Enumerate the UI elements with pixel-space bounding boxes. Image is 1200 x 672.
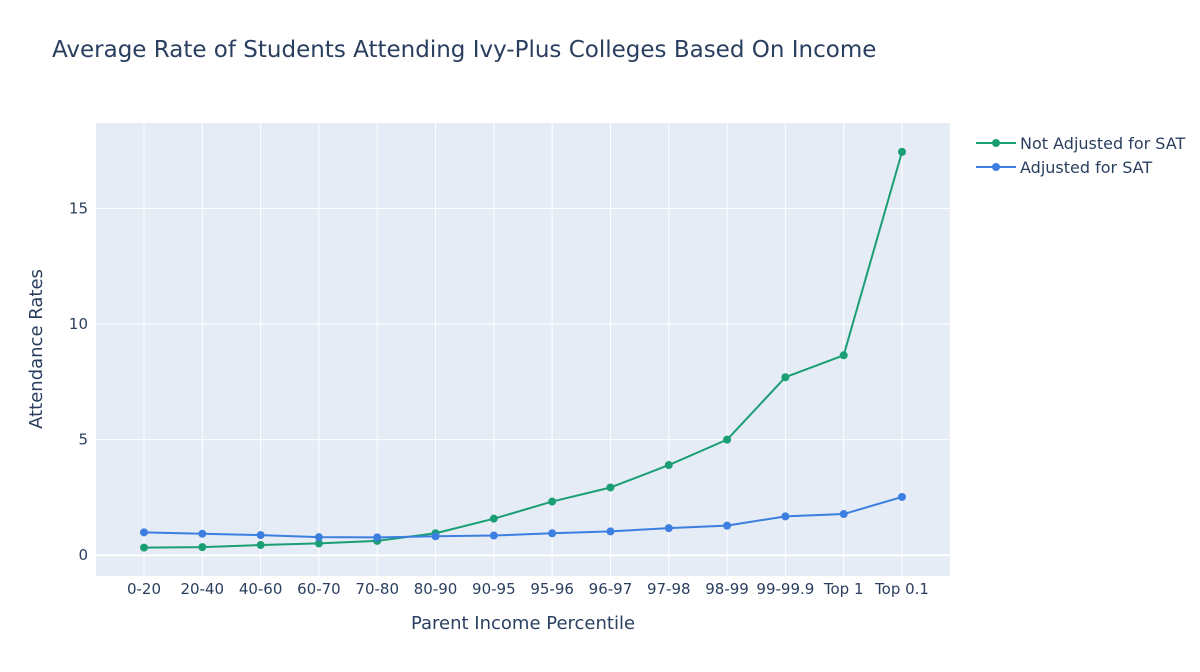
y-tick-label: 5: [78, 431, 88, 449]
x-tick-label: 96-97: [589, 580, 633, 598]
y-axis-title: Attendance Rates: [26, 269, 47, 429]
data-point[interactable]: [839, 351, 848, 360]
data-point[interactable]: [664, 524, 673, 533]
data-point[interactable]: [140, 528, 148, 537]
data-point[interactable]: [314, 539, 323, 548]
x-axis-title: Parent Income Percentile: [411, 613, 635, 634]
data-point[interactable]: [198, 529, 207, 538]
data-point[interactable]: [256, 531, 265, 540]
legend-item[interactable]: Adjusted for SAT: [976, 158, 1152, 177]
data-point[interactable]: [140, 543, 148, 552]
x-tick-label: 80-90: [414, 580, 458, 598]
x-tick-label: Top 0.1: [874, 580, 929, 598]
data-point[interactable]: [606, 483, 615, 492]
series-group: [140, 147, 906, 552]
series-2: [140, 492, 906, 542]
series-line: [143, 496, 903, 539]
series-line: [143, 151, 903, 549]
data-point[interactable]: [373, 533, 382, 542]
legend-item[interactable]: Not Adjusted for SAT: [976, 134, 1185, 153]
data-point[interactable]: [314, 533, 323, 542]
data-point[interactable]: [198, 543, 207, 552]
legend-marker: [992, 163, 1000, 171]
legend[interactable]: Not Adjusted for SAT Adjusted for SAT: [976, 134, 1185, 177]
x-tick-label: 20-40: [181, 580, 225, 598]
legend-marker: [992, 139, 1000, 147]
y-tick-label: 10: [69, 315, 88, 333]
x-tick-label: 90-95: [472, 580, 516, 598]
legend-label: Adjusted for SAT: [1020, 158, 1152, 177]
data-point[interactable]: [723, 521, 732, 530]
data-point[interactable]: [256, 541, 265, 550]
data-point[interactable]: [489, 514, 498, 523]
data-point[interactable]: [839, 510, 848, 519]
chart-title: Average Rate of Students Attending Ivy-P…: [52, 37, 876, 63]
x-tick-label: 60-70: [297, 580, 341, 598]
data-point[interactable]: [898, 492, 906, 501]
data-point[interactable]: [781, 373, 790, 382]
plot-background: [96, 123, 950, 576]
data-point[interactable]: [898, 147, 906, 156]
data-point[interactable]: [606, 527, 615, 536]
y-tick-label: 15: [69, 200, 88, 218]
data-point[interactable]: [723, 435, 732, 444]
x-tick-label: Top 1: [823, 580, 864, 598]
data-point[interactable]: [548, 497, 557, 506]
y-axis-ticks: 0 5 10 15: [69, 200, 88, 565]
legend-label: Not Adjusted for SAT: [1020, 134, 1185, 153]
data-point[interactable]: [664, 461, 673, 470]
data-point[interactable]: [431, 532, 440, 541]
x-tick-label: 97-98: [647, 580, 691, 598]
data-point[interactable]: [548, 529, 557, 538]
y-tick-label: 0: [78, 546, 88, 564]
x-tick-label: 40-60: [239, 580, 283, 598]
data-point[interactable]: [489, 531, 498, 540]
x-tick-label: 70-80: [355, 580, 399, 598]
x-tick-label: 98-99: [705, 580, 749, 598]
x-tick-label: 99-99.9: [756, 580, 814, 598]
x-tick-label: 0-20: [127, 580, 161, 598]
x-tick-label: 95-96: [530, 580, 574, 598]
data-point[interactable]: [781, 512, 790, 521]
x-axis-ticks: 0-20 20-40 40-60 60-70 70-80 80-90 90-95 95-96 9…: [127, 580, 929, 598]
